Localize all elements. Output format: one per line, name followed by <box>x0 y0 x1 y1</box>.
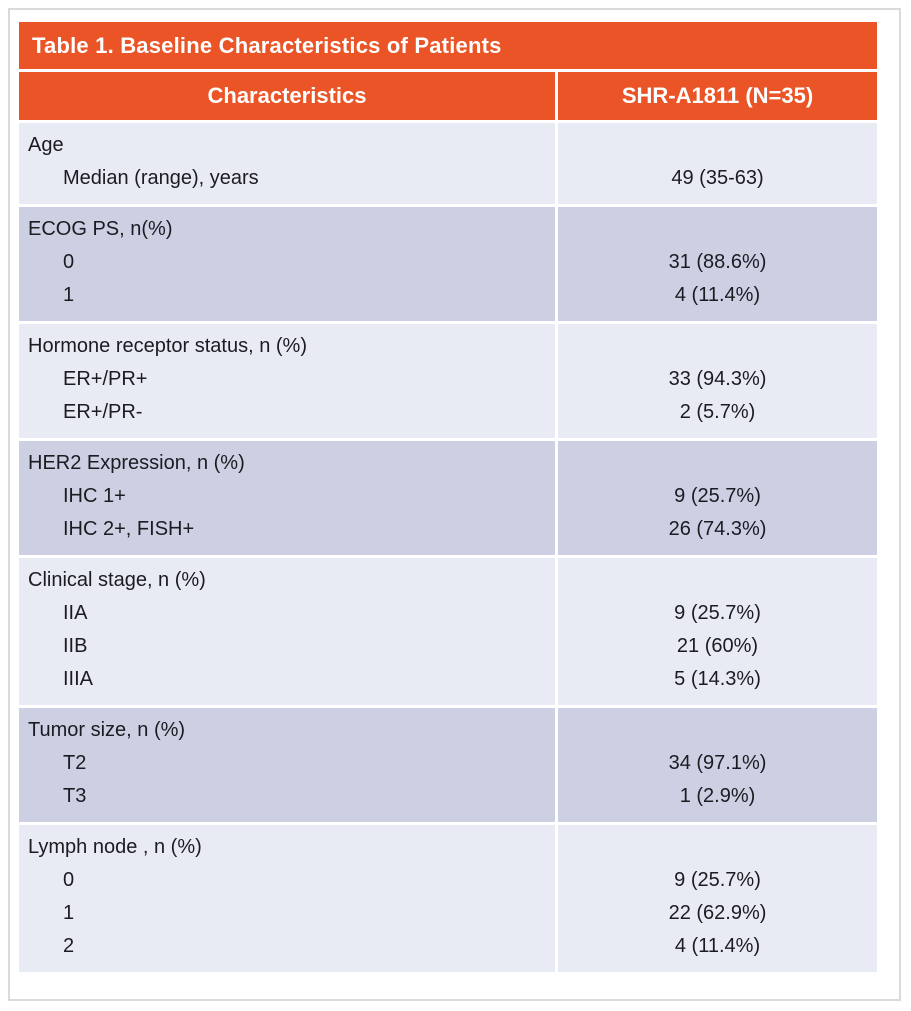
row-value: 9 (25.7%) <box>674 602 761 624</box>
table-row: 2 4 (11.4%) <box>19 930 877 963</box>
table-row: 0 31 (88.6%) <box>19 246 877 279</box>
row-label-sub: ER+/PR- <box>63 401 143 423</box>
row-value: 49 (35-63) <box>671 167 764 189</box>
row-label-sub: IIA <box>63 602 88 624</box>
table-row: T3 1 (2.9%) <box>19 780 877 813</box>
table-row: Tumor size, n (%) <box>19 714 877 747</box>
row-label-sub: 2 <box>63 935 75 957</box>
row-label-sub: 0 <box>63 869 75 891</box>
column-header-characteristics: Characteristics <box>19 72 555 120</box>
table-row: IIIA 5 (14.3%) <box>19 663 877 696</box>
table-row: Hormone receptor status, n (%) <box>19 330 877 363</box>
row-value: 9 (25.7%) <box>674 485 761 507</box>
section-ecog-ps: ECOG PS, n(%) 0 31 (88.6%) 1 4 (11.4%) <box>19 207 877 321</box>
row-label-sub: 1 <box>63 284 75 306</box>
table-title-bar: Table 1. Baseline Characteristics of Pat… <box>19 22 877 69</box>
table-row: Clinical stage, n (%) <box>19 564 877 597</box>
row-value: 2 (5.7%) <box>679 401 756 423</box>
row-label-sub: IIIA <box>63 668 94 690</box>
row-value: 22 (62.9%) <box>668 902 767 924</box>
row-label-sub: Median (range), years <box>63 167 259 189</box>
table-row: 1 4 (11.4%) <box>19 279 877 312</box>
row-label-category: ECOG PS, n(%) <box>28 218 173 240</box>
table-row: IIB 21 (60%) <box>19 630 877 663</box>
section-clinical-stage: Clinical stage, n (%) IIA 9 (25.7%) IIB 21 (… <box>19 558 877 705</box>
row-label-category: HER2 Expression, n (%) <box>28 452 245 474</box>
table-row: Age <box>19 129 877 162</box>
row-value: 9 (25.7%) <box>674 869 761 891</box>
row-value: 5 (14.3%) <box>674 668 761 690</box>
table-row: T2 34 (97.1%) <box>19 747 877 780</box>
row-value: 1 (2.9%) <box>679 785 756 807</box>
row-label-sub: T2 <box>63 752 87 774</box>
table-row: Median (range), years 49 (35-63) <box>19 162 877 195</box>
row-label-sub: 1 <box>63 902 75 924</box>
column-header-shr-a1811: SHR-A1811 (N=35) <box>558 72 877 120</box>
row-label-sub: IHC 2+, FISH+ <box>63 518 195 540</box>
row-value: 34 (97.1%) <box>668 752 767 774</box>
row-label-category: Lymph node , n (%) <box>28 836 202 858</box>
table-row: IIA 9 (25.7%) <box>19 597 877 630</box>
table-title: Table 1. Baseline Characteristics of Pat… <box>32 32 502 58</box>
table-row: ER+/PR- 2 (5.7%) <box>19 396 877 429</box>
table-body: Age Median (range), years 49 (35-63) ECOG P… <box>19 123 877 972</box>
row-value: 26 (74.3%) <box>668 518 767 540</box>
table-row: 1 22 (62.9%) <box>19 897 877 930</box>
row-value: 33 (94.3%) <box>668 368 767 390</box>
row-value: 31 (88.6%) <box>668 251 767 273</box>
row-label-sub: IIB <box>63 635 88 657</box>
table-row: HER2 Expression, n (%) <box>19 447 877 480</box>
table-row: IHC 1+ 9 (25.7%) <box>19 480 877 513</box>
section-tumor-size: Tumor size, n (%) T2 34 (97.1%) T3 1 (2.9%) <box>19 708 877 822</box>
section-lymph-node: Lymph node , n (%) 0 9 (25.7%) 1 22 (62.9%) 2… <box>19 825 877 972</box>
baseline-characteristics-table: Table 1. Baseline Characteristics of Pat… <box>19 22 877 972</box>
section-age: Age Median (range), years 49 (35-63) <box>19 123 877 204</box>
section-hormone-receptor-status: Hormone receptor status, n (%) ER+/PR+ 33 … <box>19 324 877 438</box>
row-value: 21 (60%) <box>676 635 759 657</box>
section-her2-expression: HER2 Expression, n (%) IHC 1+ 9 (25.7%) IHC… <box>19 441 877 555</box>
row-label-sub: IHC 1+ <box>63 485 126 507</box>
row-label-sub: 0 <box>63 251 75 273</box>
table-row: Lymph node , n (%) <box>19 831 877 864</box>
table-row: IHC 2+, FISH+ 26 (74.3%) <box>19 513 877 546</box>
row-label-category: Hormone receptor status, n (%) <box>28 335 307 357</box>
row-label-category: Tumor size, n (%) <box>28 719 186 741</box>
table-row: ER+/PR+ 33 (94.3%) <box>19 363 877 396</box>
table-row: ECOG PS, n(%) <box>19 213 877 246</box>
row-label-sub: ER+/PR+ <box>63 368 148 390</box>
table-header-row: Characteristics SHR-A1811 (N=35) <box>19 72 877 120</box>
row-value: 4 (11.4%) <box>674 935 761 957</box>
row-label-category: Clinical stage, n (%) <box>28 569 206 591</box>
column-divider <box>555 123 558 972</box>
row-value: 4 (11.4%) <box>674 284 761 306</box>
row-label-category: Age <box>28 134 64 156</box>
table-row: 0 9 (25.7%) <box>19 864 877 897</box>
row-label-sub: T3 <box>63 785 87 807</box>
